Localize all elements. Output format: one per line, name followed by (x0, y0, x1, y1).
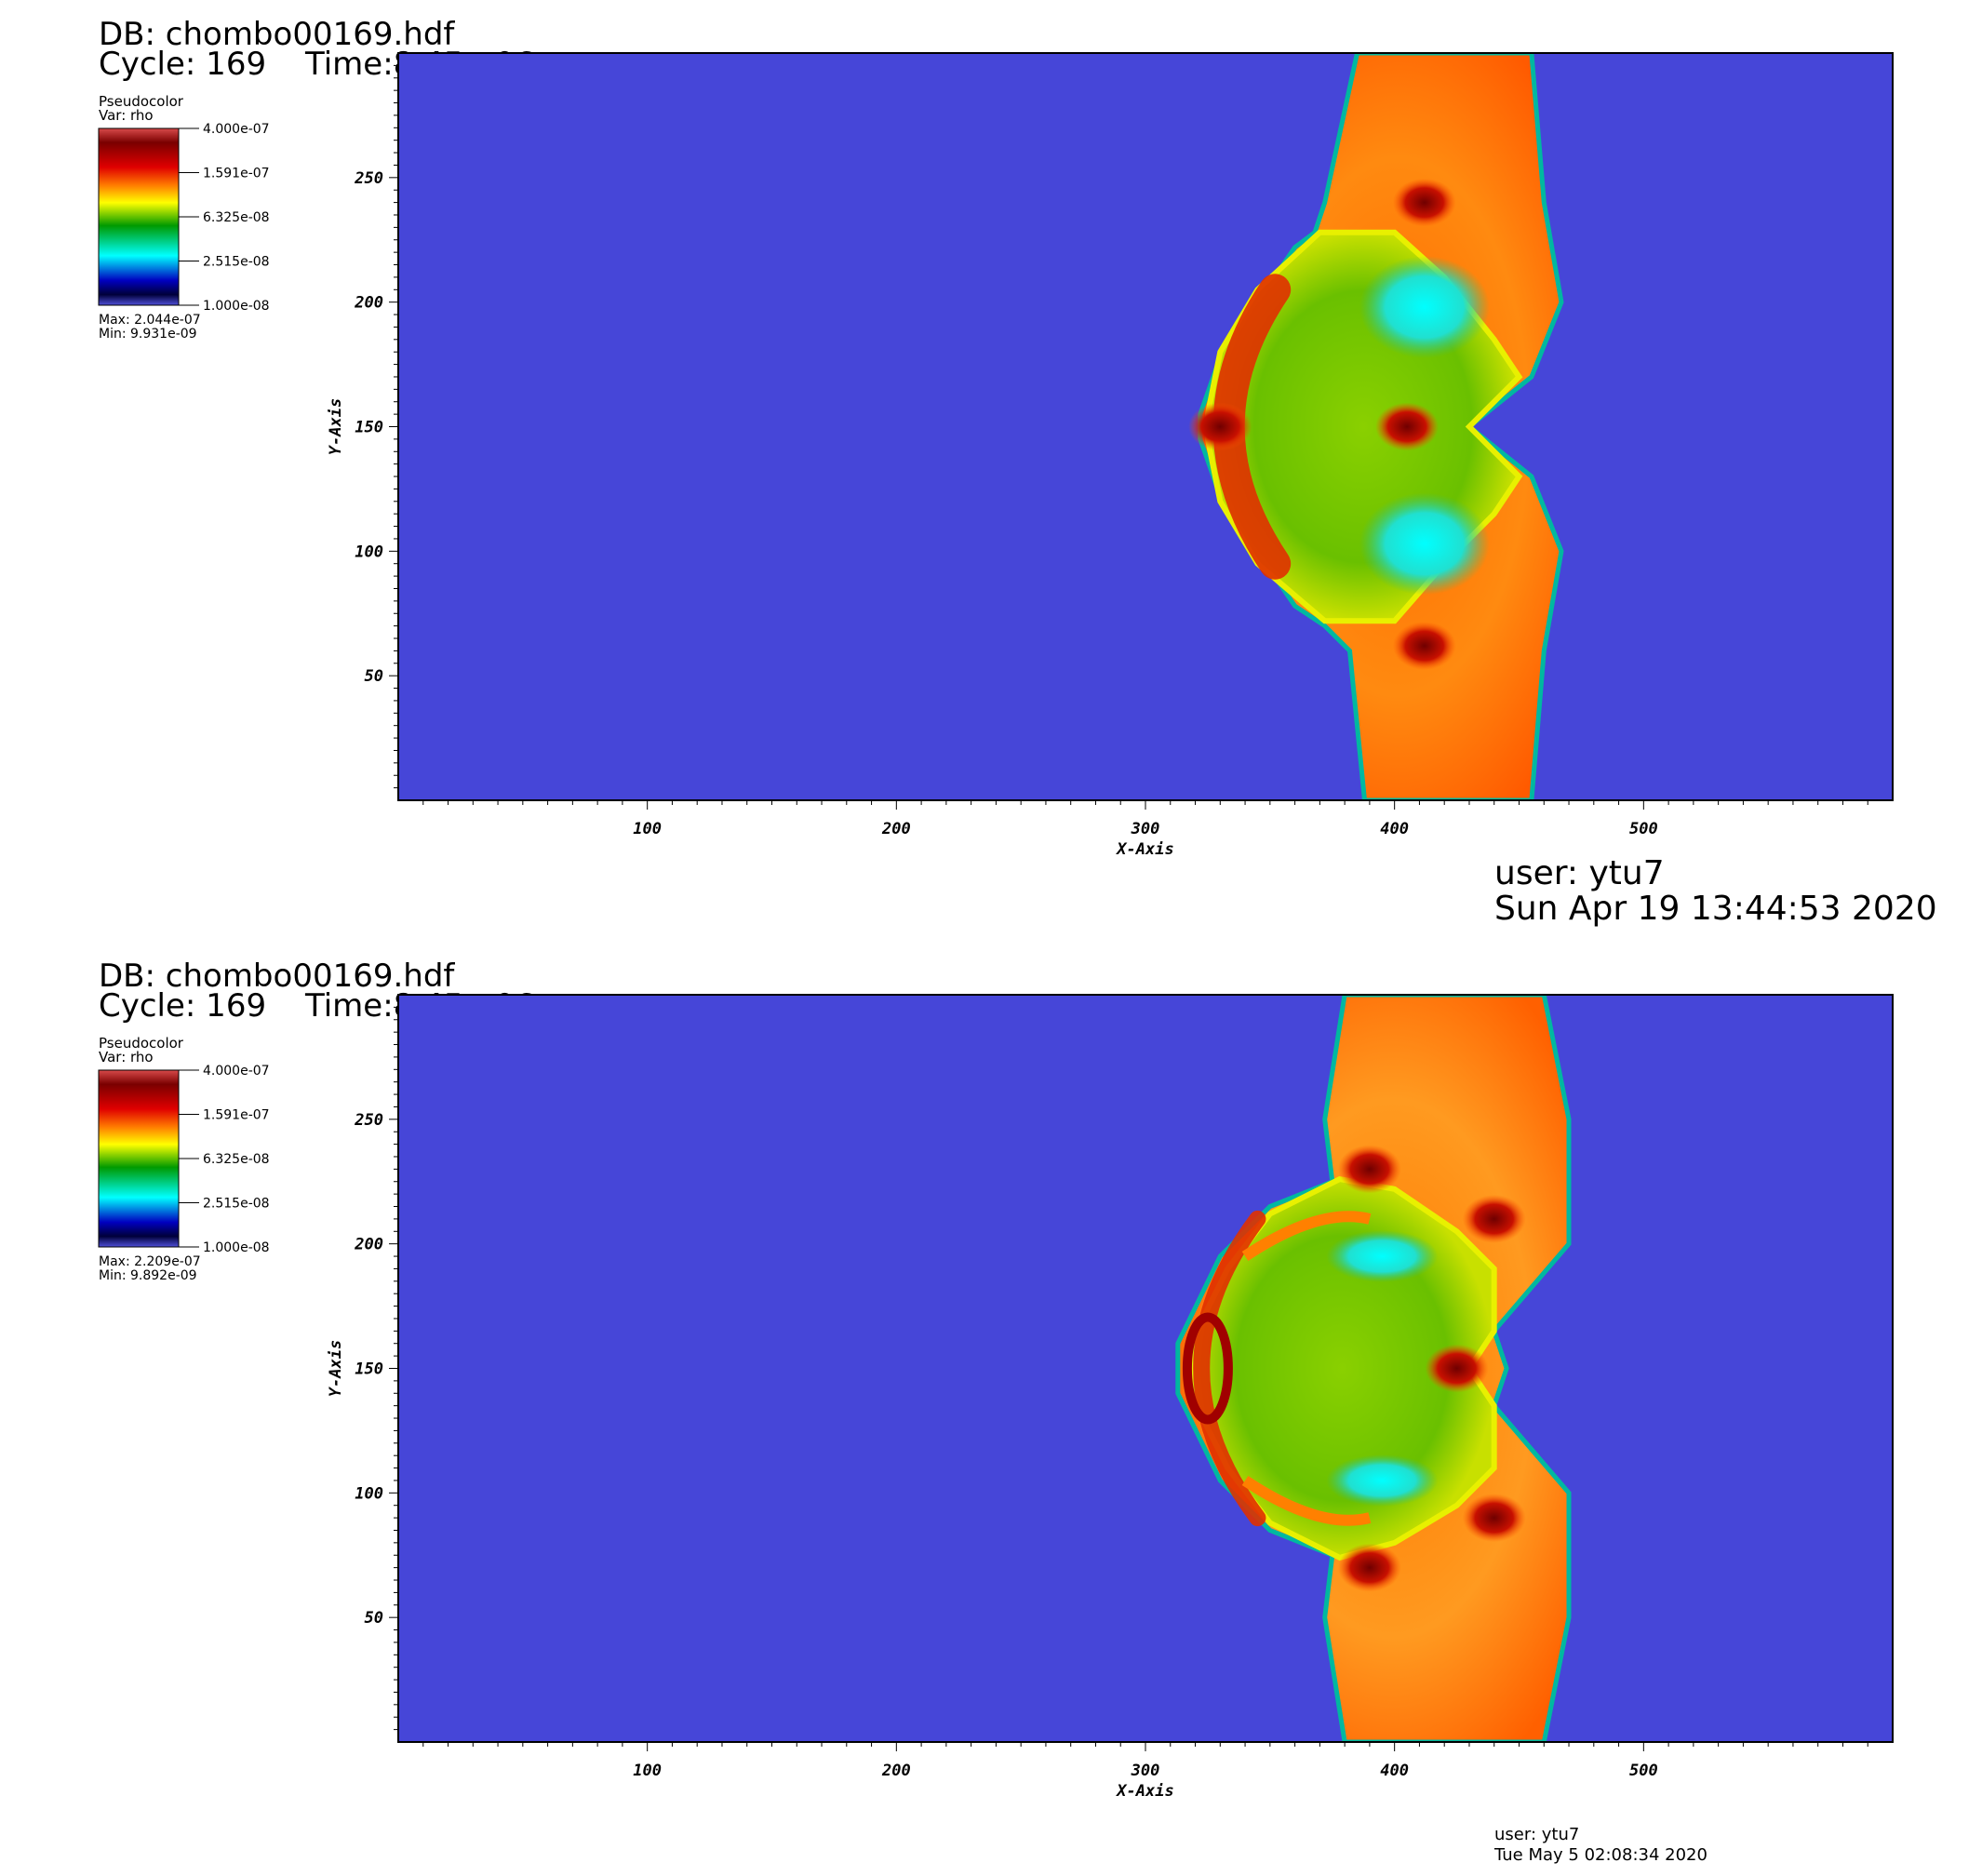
low-density-pocket (1326, 1454, 1439, 1507)
y-tick-label: 50 (365, 667, 383, 686)
plot-background (398, 53, 1893, 800)
cycle-label: Cycle: 169 (99, 46, 266, 83)
y-tick-label: 200 (354, 1236, 383, 1254)
bow-shock (1193, 1210, 1266, 1527)
legend-plot-type: Pseudocolor (99, 93, 184, 110)
colorbar-tick-label: 1.591e-07 (203, 1108, 270, 1123)
x-axis-label: X-Axis (1115, 1782, 1173, 1801)
density-field (1175, 995, 1572, 1742)
x-tick-label: 400 (1380, 820, 1409, 838)
legend-max: Max: 2.044e-07 (99, 313, 201, 328)
y-tick-label: 250 (354, 169, 383, 188)
colorbar-tick-label: 1.591e-07 (203, 167, 270, 181)
legend-variable: Var: rho (99, 1049, 154, 1065)
leading-ring (1182, 1312, 1233, 1425)
y-tick-label: 250 (354, 1111, 383, 1130)
y-tick-label: 50 (365, 1609, 383, 1628)
x-tick-label: 500 (1629, 1762, 1658, 1780)
user-label: user: ytu7 (1494, 1825, 1579, 1844)
upper-filament (1241, 1211, 1372, 1262)
dense-knot (1425, 1344, 1489, 1393)
colorbar-tick-label: 1.000e-08 (203, 1240, 270, 1255)
legend-min: Min: 9.892e-09 (99, 1268, 197, 1283)
dense-knot (1392, 622, 1456, 671)
y-tick-label: 100 (355, 1484, 383, 1503)
x-tick-label: 200 (881, 820, 911, 838)
colorbar-tick-label: 2.515e-08 (203, 1197, 270, 1212)
y-tick-label: 200 (354, 294, 383, 313)
x-tick-label: 300 (1131, 1762, 1160, 1780)
dense-knot (1375, 402, 1440, 451)
lower-filament (1241, 1475, 1372, 1526)
colorbar-tick-label: 1.000e-08 (203, 299, 270, 314)
x-tick-label: 400 (1380, 1762, 1409, 1780)
x-tick-label: 100 (633, 1762, 662, 1780)
cycle-label: Cycle: 169 (99, 987, 266, 1025)
db-label: DB: chombo00169.hdf (99, 958, 455, 995)
x-axis-label: X-Axis (1115, 840, 1173, 859)
legend-variable: Var: rho (99, 107, 154, 124)
y-tick-label: 150 (355, 419, 383, 437)
colorbar (98, 127, 180, 306)
colorbar-tick-label: 4.000e-07 (203, 122, 270, 137)
y-tick-label: 150 (355, 1360, 383, 1379)
x-tick-label: 300 (1131, 820, 1160, 838)
x-tick-label: 200 (881, 1762, 911, 1780)
legend-min: Min: 9.931e-09 (99, 327, 197, 342)
colorbar (98, 1069, 180, 1248)
y-axis-label: Y-Axis (327, 398, 345, 455)
dense-knot (1337, 1145, 1401, 1194)
legend-plot-type: Pseudocolor (99, 1035, 184, 1052)
dense-knot (1462, 1494, 1526, 1543)
legend-max: Max: 2.209e-07 (99, 1254, 201, 1269)
user-label: user: ytu7 (1494, 854, 1665, 892)
x-tick-label: 100 (633, 820, 662, 838)
x-tick-label: 500 (1629, 820, 1658, 838)
colorbar-tick-label: 6.325e-08 (203, 1152, 270, 1167)
low-density-pocket (1359, 256, 1490, 359)
y-tick-label: 100 (355, 543, 383, 561)
date-label: Sun Apr 19 13:44:53 2020 (1494, 890, 1937, 928)
dense-knot (1188, 402, 1252, 451)
dense-knot (1392, 178, 1456, 227)
db-label: DB: chombo00169.hdf (99, 16, 455, 53)
dense-knot (1462, 1194, 1526, 1243)
low-density-pocket (1326, 1230, 1439, 1283)
low-density-pocket (1359, 492, 1490, 596)
density-field (1188, 53, 1564, 800)
plot-background (398, 995, 1893, 1742)
colorbar-tick-label: 2.515e-08 (203, 255, 270, 270)
dense-knot (1337, 1543, 1401, 1592)
y-axis-label: Y-Axis (327, 1340, 345, 1397)
colorbar-tick-label: 6.325e-08 (203, 210, 270, 225)
colorbar-tick-label: 4.000e-07 (203, 1064, 270, 1079)
date-label: Tue May 5 02:08:34 2020 (1493, 1845, 1707, 1865)
